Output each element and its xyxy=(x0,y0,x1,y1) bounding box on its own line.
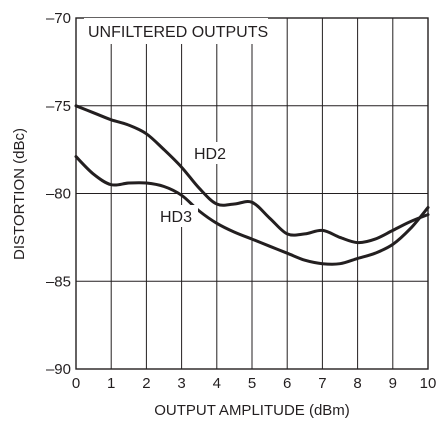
x-tick-label: 1 xyxy=(107,375,115,392)
annotation-background xyxy=(84,18,268,44)
series-lines xyxy=(74,104,430,266)
series-line-hd3 xyxy=(74,155,430,266)
x-tick-label: 8 xyxy=(353,375,361,392)
series-label-hd2: HD2 xyxy=(194,146,226,163)
x-tick-label: 2 xyxy=(142,375,150,392)
annotation-unfiltered-outputs: UNFILTERED OUTPUTS xyxy=(88,24,268,41)
y-axis-title: DISTORTION (dBc) xyxy=(11,128,28,260)
y-tick-label: –75 xyxy=(46,98,71,115)
x-tick-label: 3 xyxy=(177,375,185,392)
hd2-label-background xyxy=(192,142,232,164)
series-line-hd2 xyxy=(74,104,430,245)
grid xyxy=(76,18,428,369)
x-tick-label: 10 xyxy=(420,375,437,392)
series-label-hd3: HD3 xyxy=(160,209,192,226)
y-tick-label: –80 xyxy=(46,186,71,203)
x-tick-labels: 0 1 2 3 4 5 6 7 8 9 10 xyxy=(72,375,437,392)
y-tick-label: –85 xyxy=(46,273,71,290)
y-tick-label: –90 xyxy=(46,361,71,378)
x-tick-label: 7 xyxy=(318,375,326,392)
x-tick-label: 6 xyxy=(283,375,291,392)
hd3-label-background xyxy=(158,205,198,227)
y-tick-label: –70 xyxy=(46,10,71,27)
x-tick-label: 9 xyxy=(389,375,397,392)
x-tick-label: 0 xyxy=(72,375,80,392)
y-tick-labels: –90 –85 –80 –75 –70 xyxy=(46,10,71,378)
x-axis-title: OUTPUT AMPLITUDE (dBm) xyxy=(154,402,350,419)
x-tick-label: 5 xyxy=(248,375,256,392)
x-tick-label: 4 xyxy=(213,375,221,392)
